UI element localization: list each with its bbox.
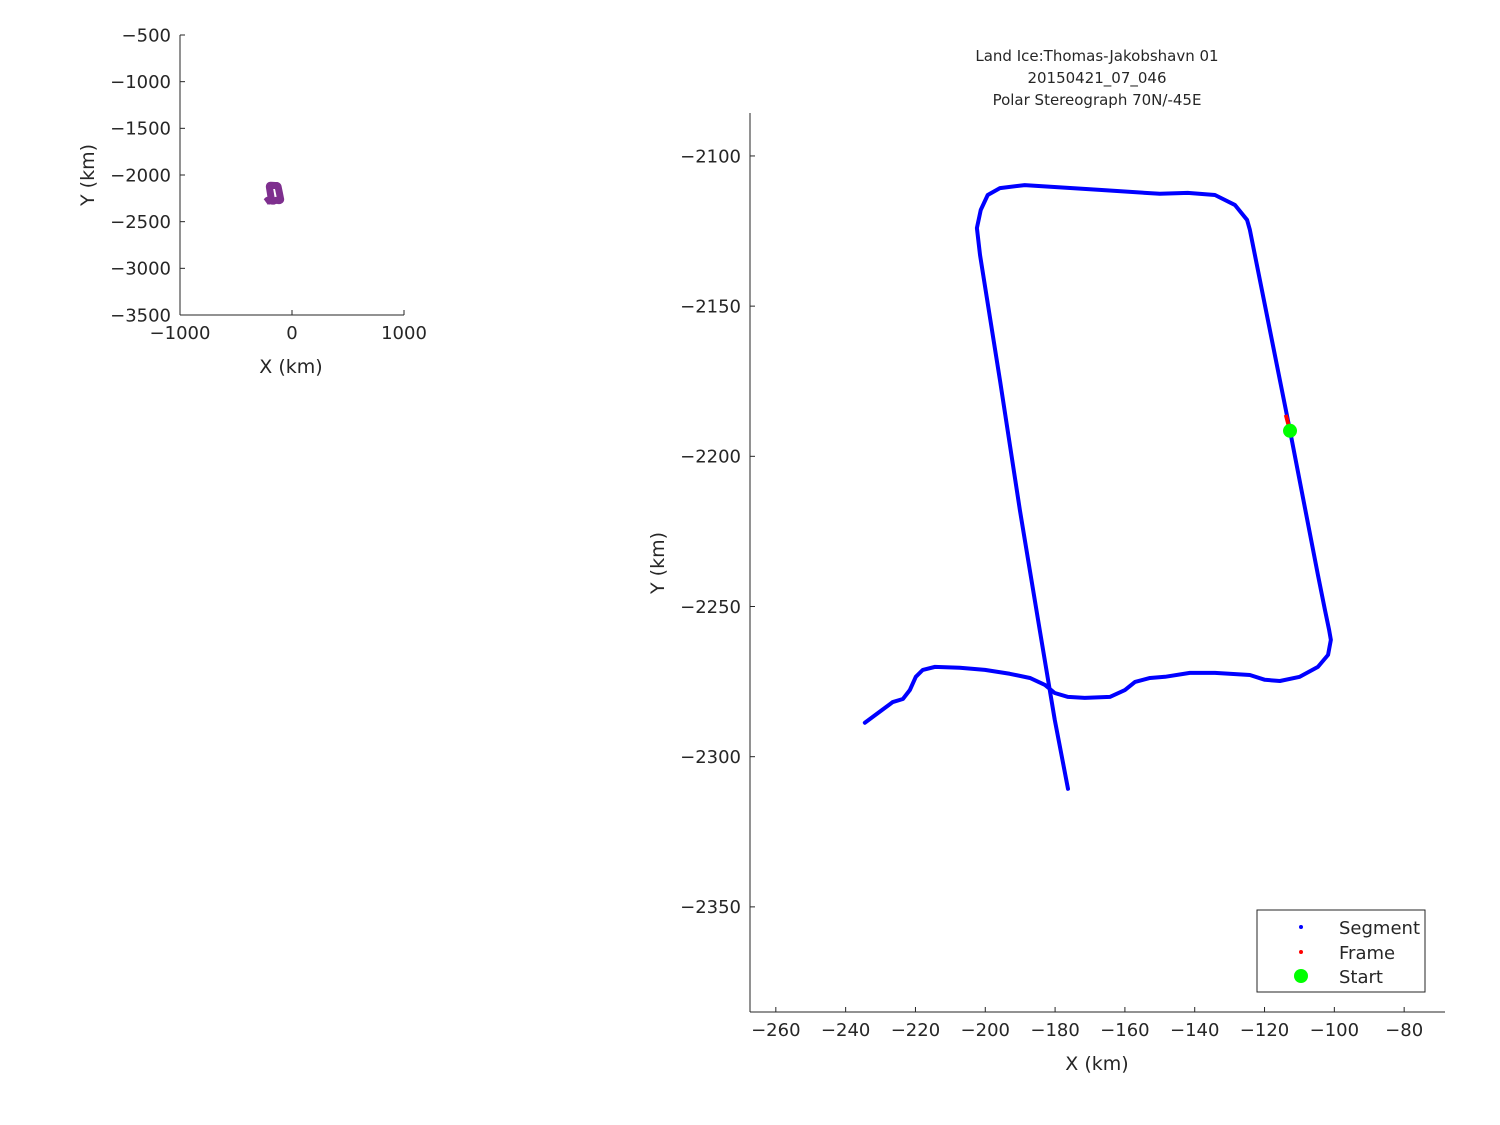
inset-x-tick-label: −1000 [150, 323, 211, 344]
y-tick-label: −2300 [680, 747, 741, 768]
y-tick-label: −2250 [680, 597, 741, 618]
segment-track-line [862, 183, 1333, 791]
main-axes: Land Ice:Thomas-Jakobshavn 01 20150421_0… [77, 47, 1445, 1075]
x-tick-label: −200 [961, 1020, 1010, 1041]
inset-y-axis-label: Y (km) [77, 144, 99, 207]
overview-axes: −1000 0 1000 −500 −1000 −1500 −2000 −2500 −3000 −… [110, 25, 427, 344]
legend-start-label: Start [1339, 967, 1383, 988]
legend-segment-label: Segment [1339, 918, 1420, 939]
inset-track-line [262, 181, 285, 206]
x-tick-label: −100 [1310, 1020, 1359, 1041]
title-line-1: Land Ice:Thomas-Jakobshavn 01 [975, 47, 1218, 65]
y-axis-label: Y (km) [647, 532, 669, 595]
y-tick-label: −2350 [680, 897, 741, 918]
inset-y-tick-label: −1000 [110, 72, 171, 93]
x-tick-label: −260 [751, 1020, 800, 1041]
inset-y-tick-label: −3500 [110, 305, 171, 326]
inset-y-tick-label: −1500 [110, 119, 171, 140]
inset-y-tick-label: −3000 [110, 259, 171, 280]
inset-x-tick-label: 0 [286, 323, 297, 344]
title-line-2: 20150421_07_046 [1027, 69, 1166, 88]
x-tick-label: −140 [1170, 1020, 1219, 1041]
legend-box [1256, 909, 1426, 993]
legend: Segment Frame Start [1256, 909, 1426, 993]
title-line-3: Polar Stereograph 70N/-45E [993, 91, 1202, 109]
inset-x-tick-label: 1000 [381, 323, 427, 344]
legend-frame-marker [1299, 950, 1303, 954]
inset-y-tick-label: −2500 [110, 212, 171, 233]
y-tick-label: −2100 [680, 146, 741, 167]
x-tick-label: −240 [821, 1020, 870, 1041]
inset-y-tick-label: −500 [122, 25, 171, 46]
x-tick-label: −80 [1385, 1020, 1423, 1041]
legend-start-marker [1294, 969, 1308, 983]
legend-frame-label: Frame [1339, 943, 1395, 964]
x-axis-label: X (km) [1065, 1053, 1128, 1075]
y-tick-label: −2200 [680, 447, 741, 468]
y-tick-label: −2150 [680, 296, 741, 317]
inset-y-tick-label: −2000 [110, 165, 171, 186]
inset-x-axis-label: X (km) [259, 356, 322, 378]
x-tick-label: −180 [1030, 1020, 1079, 1041]
legend-segment-marker [1299, 925, 1303, 929]
x-tick-label: −160 [1100, 1020, 1149, 1041]
x-tick-label: −220 [891, 1020, 940, 1041]
start-marker [1283, 423, 1298, 438]
x-tick-label: −120 [1240, 1020, 1289, 1041]
